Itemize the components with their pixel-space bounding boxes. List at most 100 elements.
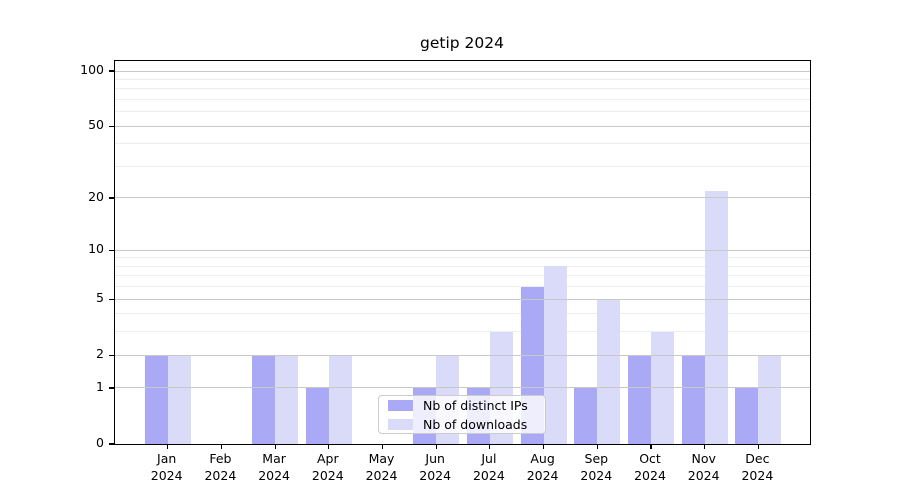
x-label-month: Mar bbox=[262, 451, 286, 466]
bar-downloads-Dec-2024 bbox=[758, 355, 782, 444]
minor-gridline bbox=[115, 78, 810, 80]
x-tick-label: Feb 2024 bbox=[190, 451, 250, 484]
x-label-year: 2024 bbox=[150, 467, 183, 483]
x-tick bbox=[650, 444, 652, 449]
bar-downloads-Nov-2024 bbox=[704, 190, 728, 444]
bar-distinct-ips-Apr-2024 bbox=[305, 387, 329, 444]
bar-distinct-ips-Dec-2024 bbox=[735, 387, 759, 444]
x-tick-label: Sep 2024 bbox=[566, 451, 626, 484]
bar-distinct-ips-Nov-2024 bbox=[681, 355, 705, 444]
x-tick bbox=[543, 444, 545, 449]
bar-downloads-Apr-2024 bbox=[328, 355, 352, 444]
y-tick-label: 5 bbox=[96, 290, 104, 306]
x-label-month: Aug bbox=[530, 451, 555, 466]
x-tick-label: May 2024 bbox=[352, 451, 412, 484]
x-label-month: Jul bbox=[481, 451, 497, 466]
x-tick-label: Mar 2024 bbox=[244, 451, 304, 484]
x-label-year: 2024 bbox=[204, 467, 237, 483]
major-gridline bbox=[115, 125, 810, 127]
x-tick bbox=[328, 444, 330, 449]
minor-gridline bbox=[115, 143, 810, 145]
x-label-month: Jun bbox=[425, 451, 445, 466]
major-gridline bbox=[115, 197, 810, 199]
bar-downloads-Mar-2024 bbox=[275, 355, 299, 444]
x-label-year: 2024 bbox=[526, 467, 559, 483]
x-label-month: Dec bbox=[745, 451, 770, 466]
legend-label-distinct-ips: Nb of distinct IPs bbox=[423, 397, 528, 413]
x-tick bbox=[167, 444, 169, 449]
x-label-year: 2024 bbox=[580, 467, 613, 483]
major-gridline bbox=[115, 249, 810, 251]
x-tick bbox=[435, 444, 437, 449]
y-tick bbox=[108, 125, 114, 127]
x-tick-label: Oct 2024 bbox=[620, 451, 680, 484]
x-tick-label: Jun 2024 bbox=[405, 451, 465, 484]
x-tick bbox=[704, 444, 706, 449]
y-tick-label: 20 bbox=[88, 188, 104, 204]
legend-row-distinct-ips: Nb of distinct IPs bbox=[388, 398, 545, 413]
minor-gridline bbox=[115, 286, 810, 288]
bar-distinct-ips-Sep-2024 bbox=[574, 387, 598, 444]
x-label-year: 2024 bbox=[365, 467, 398, 483]
x-tick bbox=[596, 444, 598, 449]
x-label-month: Oct bbox=[639, 451, 661, 466]
bar-distinct-ips-Mar-2024 bbox=[252, 355, 276, 444]
y-tick bbox=[108, 70, 114, 72]
x-label-year: 2024 bbox=[311, 467, 344, 483]
minor-gridline bbox=[115, 331, 810, 333]
x-label-month: Jan bbox=[157, 451, 177, 466]
major-gridline bbox=[115, 298, 810, 300]
y-tick-label: 50 bbox=[88, 117, 104, 133]
x-tick-label: Apr 2024 bbox=[298, 451, 358, 484]
x-tick-label: Dec 2024 bbox=[727, 451, 787, 484]
legend: Nb of distinct IPs Nb of downloads bbox=[378, 395, 546, 434]
major-gridline bbox=[115, 387, 810, 389]
minor-gridline bbox=[115, 111, 810, 113]
x-label-year: 2024 bbox=[634, 467, 666, 483]
x-tick bbox=[757, 444, 759, 449]
legend-swatch-downloads bbox=[388, 418, 413, 430]
minor-gridline bbox=[115, 313, 810, 315]
y-tick-label: 100 bbox=[80, 62, 104, 77]
minor-gridline bbox=[115, 257, 810, 259]
y-tick bbox=[108, 249, 114, 251]
minor-gridline bbox=[115, 88, 810, 90]
x-label-month: Nov bbox=[691, 451, 716, 466]
major-gridline bbox=[115, 354, 810, 356]
bar-downloads-Sep-2024 bbox=[597, 299, 621, 444]
y-tick bbox=[108, 443, 114, 445]
x-tick-label: Aug 2024 bbox=[513, 451, 573, 484]
x-label-year: 2024 bbox=[419, 467, 452, 483]
y-tick bbox=[108, 354, 114, 356]
minor-gridline bbox=[115, 275, 810, 277]
y-tick bbox=[108, 197, 114, 199]
x-tick bbox=[220, 444, 222, 449]
bar-distinct-ips-Jan-2024 bbox=[144, 355, 168, 444]
x-label-month: Apr bbox=[316, 451, 339, 466]
minor-gridline bbox=[115, 98, 810, 100]
minor-gridline bbox=[115, 165, 810, 167]
y-tick bbox=[108, 387, 114, 389]
x-label-month: Sep bbox=[584, 451, 609, 466]
bar-downloads-Jan-2024 bbox=[167, 355, 191, 444]
y-tick-label: 10 bbox=[88, 241, 104, 257]
bar-distinct-ips-Oct-2024 bbox=[628, 355, 651, 444]
chart-title: getip 2024 bbox=[420, 34, 504, 52]
x-tick bbox=[489, 444, 491, 449]
x-label-year: 2024 bbox=[472, 467, 505, 483]
x-tick-label: Nov 2024 bbox=[674, 451, 734, 484]
legend-label-downloads: Nb of downloads bbox=[423, 416, 528, 432]
legend-swatch-distinct-ips bbox=[388, 399, 413, 411]
x-tick-label: Jul 2024 bbox=[459, 451, 519, 484]
y-tick bbox=[108, 298, 114, 300]
minor-gridline bbox=[115, 265, 810, 267]
y-tick-label: 0 bbox=[96, 435, 104, 450]
x-label-month: Feb bbox=[209, 451, 232, 466]
x-label-month: May bbox=[368, 451, 395, 466]
y-tick-label: 2 bbox=[96, 346, 104, 362]
x-label-year: 2024 bbox=[687, 467, 720, 483]
x-tick-label: Jan 2024 bbox=[137, 451, 197, 484]
x-label-year: 2024 bbox=[258, 467, 290, 483]
major-gridline bbox=[115, 70, 810, 72]
